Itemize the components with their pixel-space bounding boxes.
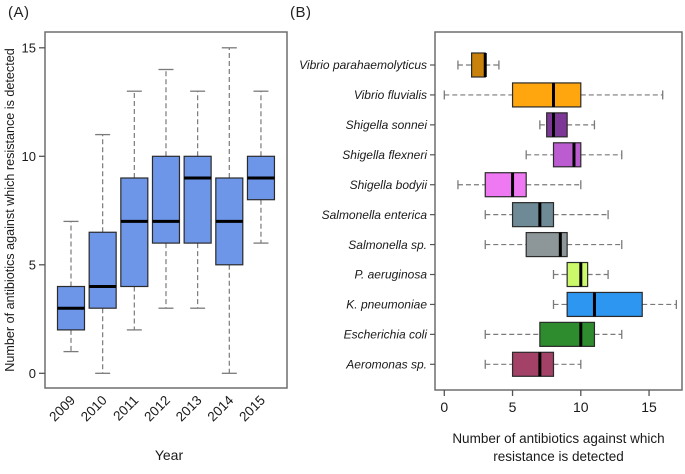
x-tick-label: 15 bbox=[641, 399, 657, 415]
species-label: Vibrio parahaemolyticus bbox=[299, 58, 427, 72]
boxplot-box-Shigella flexneri bbox=[525, 142, 623, 168]
x-tick-label: 5 bbox=[509, 399, 517, 415]
boxplot-box-2015 bbox=[246, 90, 276, 244]
iqr-box bbox=[183, 155, 212, 244]
x-tick-label: 2015 bbox=[236, 393, 268, 425]
species-label: Aeromonas sp. bbox=[345, 358, 427, 372]
species-label: Shigella sonnei bbox=[346, 118, 428, 132]
boxplot-box-2010 bbox=[88, 133, 117, 374]
iqr-box bbox=[120, 177, 149, 288]
boxplot-box-2014 bbox=[215, 47, 244, 374]
boxplot-box-K. pneumoniae bbox=[552, 291, 678, 318]
boxplot-box-Aeromonas sp. bbox=[484, 351, 582, 377]
species-label: Shigella bodyii bbox=[350, 178, 428, 192]
panel-a-label: (A) bbox=[8, 4, 30, 21]
boxplot-box-P. aeruginosa bbox=[552, 261, 609, 288]
iqr-box bbox=[552, 142, 582, 168]
x-tick-label: 2011 bbox=[110, 393, 141, 424]
boxplot-box-Salmonella sp. bbox=[484, 231, 623, 258]
y-axis-title: Number of antibiotics against which resi… bbox=[3, 48, 17, 371]
boxplot-box-Vibrio fluvialis bbox=[443, 82, 664, 108]
panel-a: (A) 0 5 10 15 2009 2010 2011 2012 2013 2014 2015 Ye… bbox=[0, 0, 300, 474]
iqr-box bbox=[546, 112, 568, 138]
x-tick-label: 2013 bbox=[173, 393, 205, 425]
boxplot-box-2011 bbox=[120, 90, 149, 331]
x-axis-title: Year bbox=[155, 447, 184, 463]
boxplot-box-Escherichia coli bbox=[484, 321, 623, 347]
plot-frame bbox=[44, 31, 288, 389]
iqr-box bbox=[151, 155, 181, 244]
species-label: Salmonella enterica bbox=[322, 208, 428, 222]
x-axis-title-line: Number of antibiotics against which bbox=[452, 431, 664, 446]
y-tick-label: 15 bbox=[22, 40, 36, 55]
x-tick-label: 2009 bbox=[46, 393, 78, 425]
species-label: Escherichia coli bbox=[344, 328, 428, 342]
iqr-box bbox=[484, 172, 527, 198]
iqr-box bbox=[566, 261, 589, 288]
boxplot-box-2009 bbox=[56, 220, 86, 353]
iqr-box bbox=[539, 321, 596, 347]
species-label: K. pneumoniae bbox=[346, 298, 427, 312]
iqr-box bbox=[88, 231, 117, 309]
panel-b-label: (B) bbox=[290, 4, 312, 21]
species-label: Vibrio fluvialis bbox=[354, 88, 427, 102]
boxplot-box-2012 bbox=[151, 68, 181, 309]
boxplot-box-Shigella sonnei bbox=[539, 112, 596, 138]
x-tick-label: 2014 bbox=[205, 392, 237, 424]
boxplot-box-Salmonella enterica bbox=[484, 202, 609, 228]
plot-frame bbox=[434, 31, 683, 391]
x-axis-title-line: resistance is detected bbox=[493, 449, 624, 464]
x-tick-label: 10 bbox=[573, 399, 589, 415]
boxplot-box-Vibrio parahaemolyticus bbox=[457, 52, 500, 78]
panel-b: (B) Vibrio parahaemolyticus Vibrio fluvia… bbox=[285, 0, 685, 474]
boxplot-box-Shigella bodyii bbox=[457, 172, 582, 198]
x-tick-label: 0 bbox=[440, 399, 448, 415]
iqr-box bbox=[511, 82, 582, 108]
iqr-box bbox=[566, 291, 643, 318]
x-tick-label: 2010 bbox=[78, 393, 110, 425]
species-label: P. aeruginosa bbox=[354, 268, 427, 282]
x-tick-label: 2012 bbox=[141, 393, 173, 425]
y-tick-label: 0 bbox=[29, 366, 36, 381]
iqr-box bbox=[471, 52, 486, 78]
species-label: Salmonella sp. bbox=[348, 238, 427, 252]
panel-b-boxplot-chart: Vibrio parahaemolyticus Vibrio fluvialis S… bbox=[299, 31, 683, 464]
iqr-box bbox=[511, 202, 555, 228]
panel-a-boxplot-chart: 0 5 10 15 2009 2010 2011 2012 2013 2014 2015 Year Nu… bbox=[3, 31, 288, 463]
boxplot-box-2013 bbox=[183, 90, 212, 309]
y-tick-label: 10 bbox=[22, 149, 36, 164]
species-label: Shigella flexneri bbox=[342, 148, 427, 162]
y-tick-label: 5 bbox=[29, 257, 36, 272]
iqr-box bbox=[511, 351, 555, 377]
